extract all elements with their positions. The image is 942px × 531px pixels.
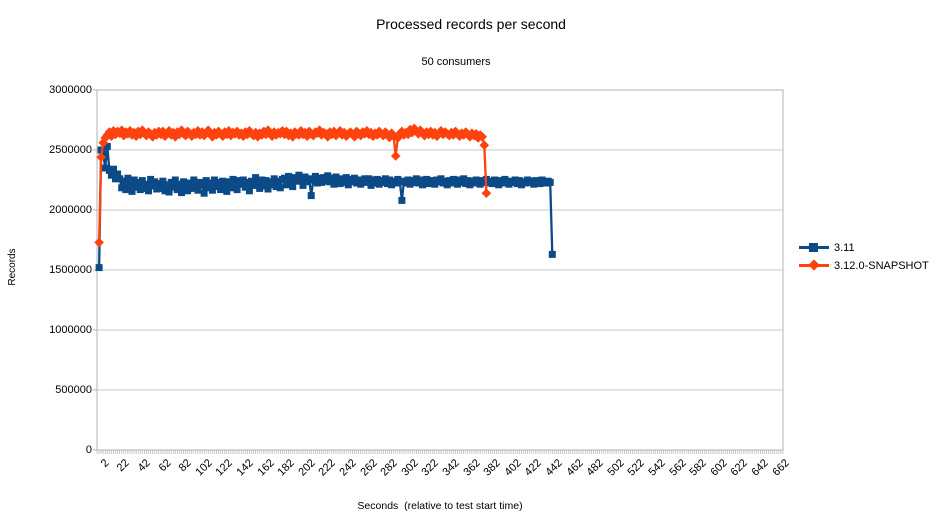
legend: 3.11 3.12.0-SNAPSHOT: [799, 241, 929, 272]
y-tick-label: 1000000: [49, 324, 92, 336]
y-tick-label: 0: [85, 444, 92, 456]
legend-label: 3.12.0-SNAPSHOT: [834, 259, 929, 272]
y-tick-label: 500000: [55, 384, 92, 396]
legend-entry-3-12-0-snapshot: 3.12.0-SNAPSHOT: [799, 259, 929, 272]
diamond-marker-icon: [808, 259, 820, 271]
chart-title: Processed records per second: [376, 16, 566, 32]
legend-entry-3-11: 3.11: [799, 241, 929, 254]
y-tick-label: 2000000: [49, 204, 92, 216]
legend-line-icon: [799, 243, 829, 252]
square-marker-icon: [809, 243, 818, 252]
y-tick-label: 1500000: [49, 264, 92, 276]
chart-subtitle: 50 consumers: [421, 56, 491, 68]
y-tick-label: 3000000: [49, 84, 92, 96]
legend-line-icon: [799, 259, 829, 271]
legend-label: 3.11: [834, 241, 855, 254]
y-tick-label: 2500000: [49, 144, 92, 156]
x-axis-title: Seconds (relative to test start time): [357, 500, 523, 512]
